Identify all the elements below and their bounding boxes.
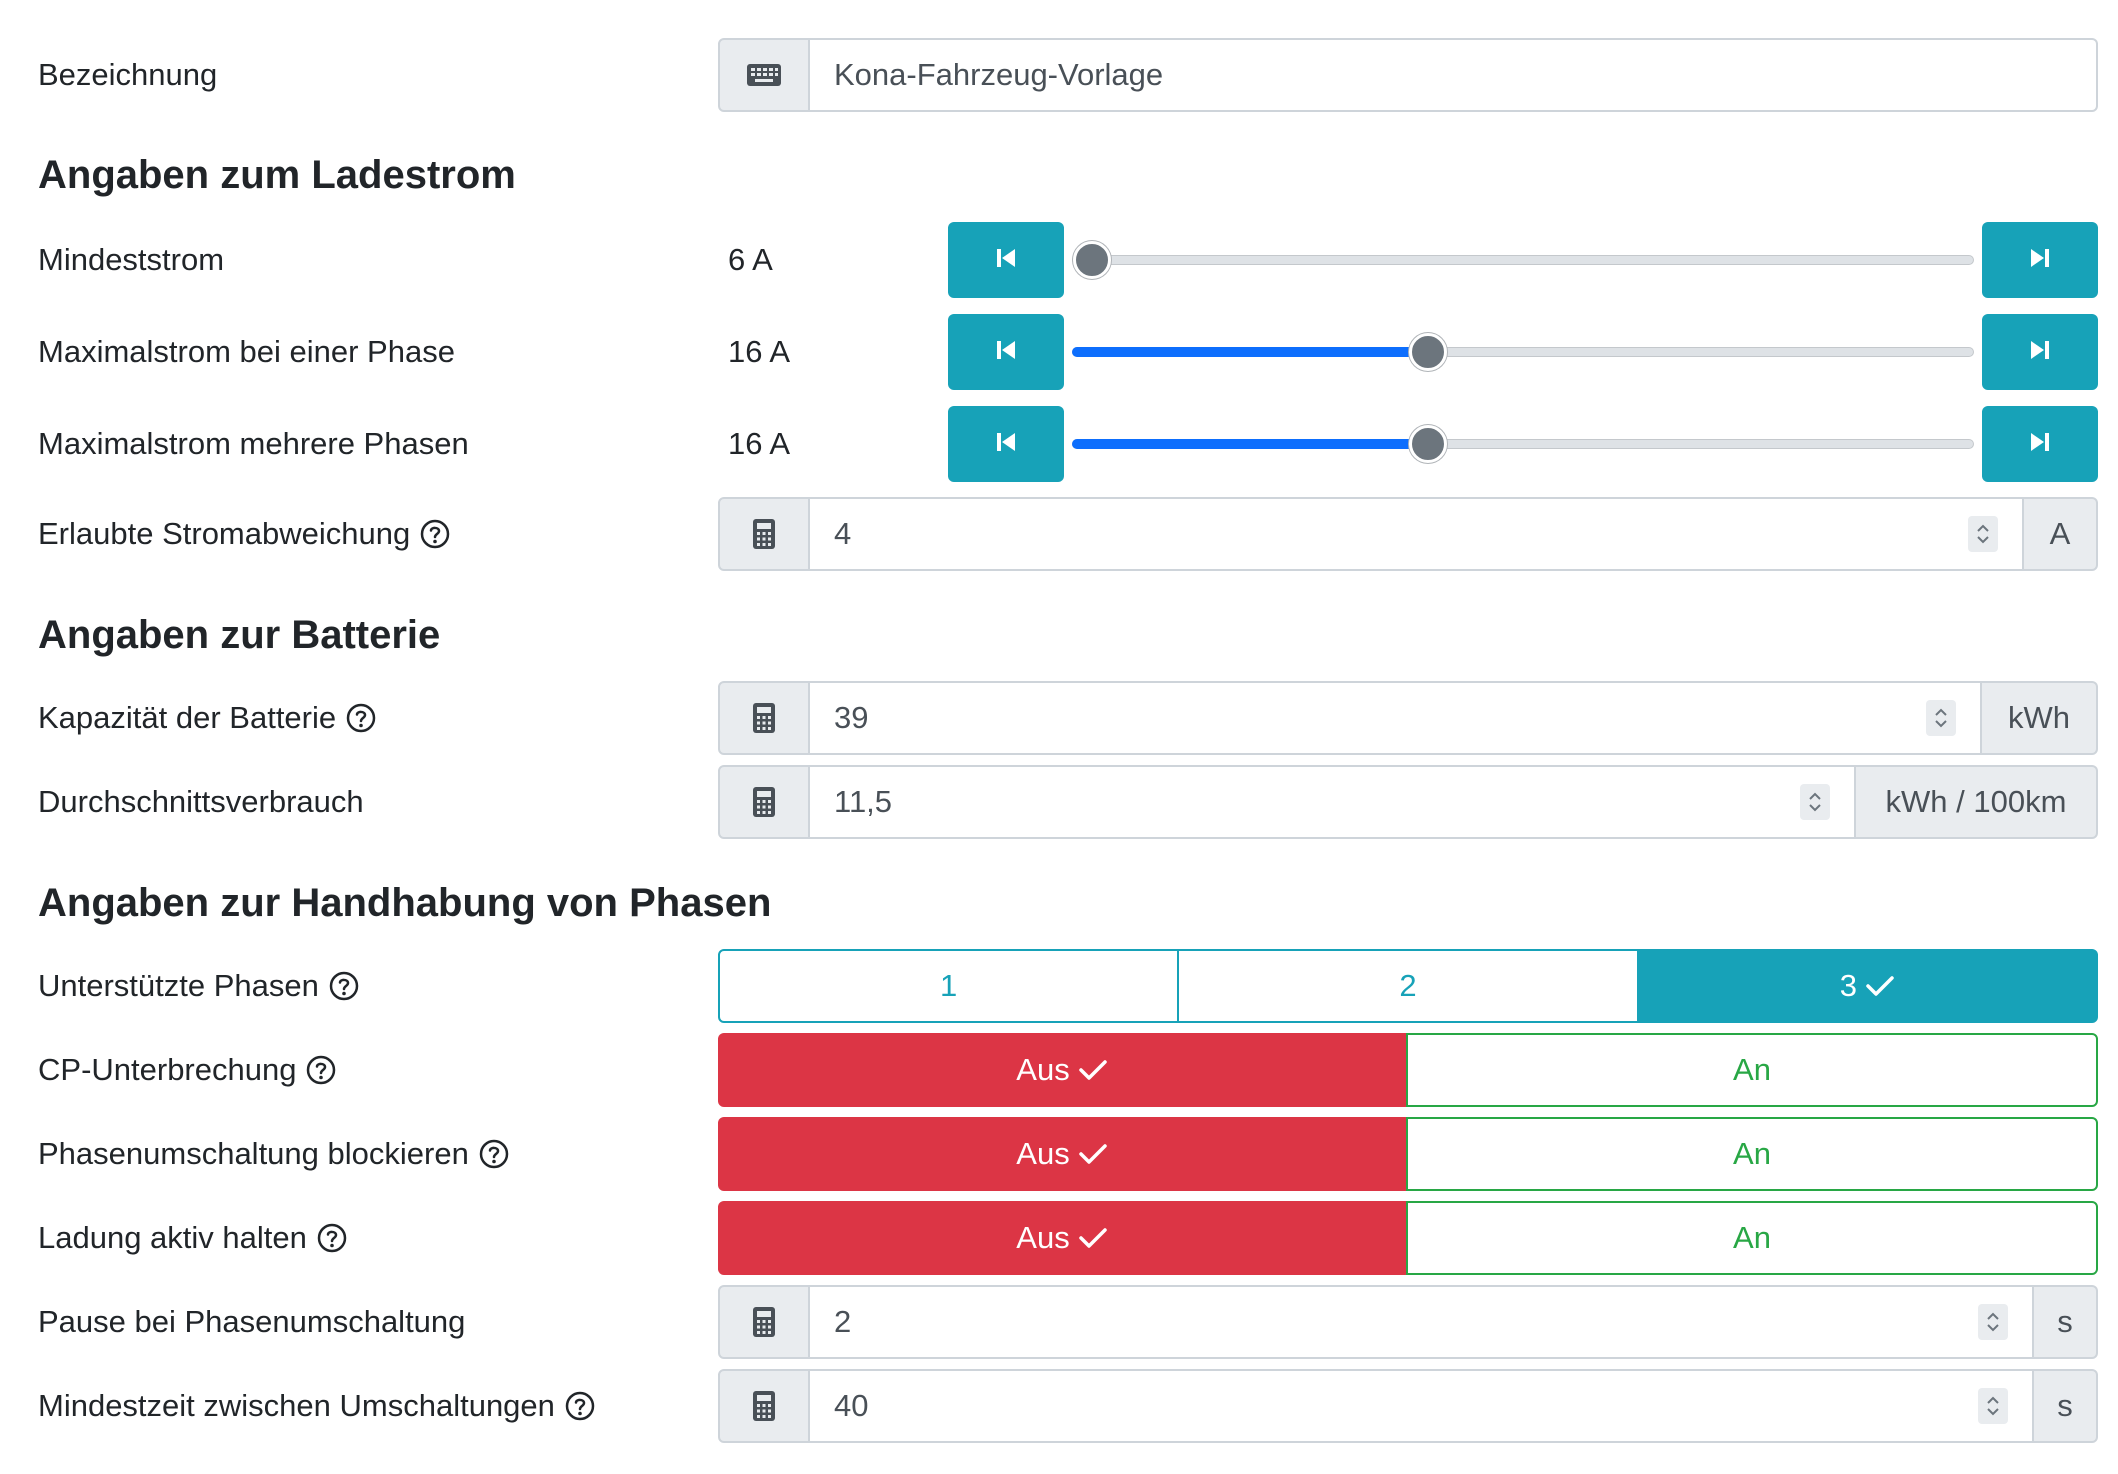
slider-increase-button[interactable] xyxy=(1982,314,2098,390)
phase-option-2[interactable]: 2 xyxy=(1179,949,1639,1023)
calculator-icon xyxy=(718,497,810,571)
label-mindestzeit: Mindestzeit zwischen Umschaltungen xyxy=(38,1386,595,1426)
toggle-off-button[interactable]: Aus xyxy=(718,1117,1406,1191)
slider-value: 16 A xyxy=(728,334,791,369)
check-icon xyxy=(1078,1144,1107,1164)
pause-group: 2 s xyxy=(718,1285,2098,1359)
help-icon[interactable] xyxy=(346,703,376,733)
phase-option-1[interactable]: 1 xyxy=(718,949,1180,1023)
check-icon xyxy=(1866,976,1894,996)
bezeichnung-input[interactable]: Kona-Fahrzeug-Vorlage xyxy=(810,38,2098,112)
label-slider: Maximalstrom bei einer Phase xyxy=(38,334,455,369)
label-verbrauch: Durchschnittsverbrauch xyxy=(38,784,364,819)
skip-forward-icon xyxy=(2027,337,2053,368)
unit-addon: s xyxy=(2034,1369,2098,1443)
label-bezeichnung: Bezeichnung xyxy=(38,57,218,92)
stromabweichung-input[interactable]: 4 xyxy=(810,497,2024,571)
check-icon xyxy=(1078,1060,1107,1080)
help-icon[interactable] xyxy=(306,1055,336,1085)
verbrauch-group: 11,5 kWh / 100km xyxy=(718,765,2098,839)
toggle-on-button[interactable]: An xyxy=(1406,1033,2098,1107)
unit-addon: s xyxy=(2034,1285,2098,1359)
calculator-icon xyxy=(718,1285,810,1359)
toggle-off-button[interactable]: Aus xyxy=(718,1033,1406,1107)
toggle-switch: Aus An xyxy=(718,1201,2098,1275)
unit-addon: A xyxy=(2024,497,2098,571)
toggle-switch: Aus An xyxy=(718,1033,2098,1107)
slider-track[interactable] xyxy=(1072,255,1974,265)
help-icon[interactable] xyxy=(329,971,359,1001)
skip-back-icon xyxy=(993,429,1019,460)
bezeichnung-group: Kona-Fahrzeug-Vorlage xyxy=(718,38,2098,112)
unit-addon: kWh xyxy=(1982,681,2098,755)
spinner-icon[interactable] xyxy=(1978,1388,2008,1424)
label-toggle: Ladung aktiv halten xyxy=(38,1218,347,1258)
slider-fill xyxy=(1072,347,1424,357)
slider-decrease-button[interactable] xyxy=(948,406,1064,482)
slider-decrease-button[interactable] xyxy=(948,314,1064,390)
label-stromabweichung: Erlaubte Stromabweichung xyxy=(38,514,450,554)
label-phasen: Unterstützte Phasen xyxy=(38,966,359,1006)
pause-input[interactable]: 2 xyxy=(810,1285,2034,1359)
section-heading-batterie: Angaben zur Batterie xyxy=(38,613,441,657)
slider-thumb[interactable] xyxy=(1409,425,1447,463)
keyboard-icon xyxy=(718,38,810,112)
slider-increase-button[interactable] xyxy=(1982,222,2098,298)
calculator-icon xyxy=(718,1369,810,1443)
stromabweichung-group: 4 A xyxy=(718,497,2098,571)
calculator-icon xyxy=(718,765,810,839)
section-heading-phasen: Angaben zur Handhabung von Phasen xyxy=(38,881,772,925)
slider-increase-button[interactable] xyxy=(1982,406,2098,482)
slider-thumb[interactable] xyxy=(1409,333,1447,371)
mindestzeit-input[interactable]: 40 xyxy=(810,1369,2034,1443)
label-toggle: CP-Unterbrechung xyxy=(38,1050,336,1090)
phase-option-3[interactable]: 3 xyxy=(1638,949,2098,1023)
help-icon[interactable] xyxy=(317,1223,347,1253)
help-icon[interactable] xyxy=(565,1391,595,1421)
label-slider: Maximalstrom mehrere Phasen xyxy=(38,426,469,461)
spinner-icon[interactable] xyxy=(1978,1304,2008,1340)
skip-forward-icon xyxy=(2027,245,2053,276)
toggle-switch: Aus An xyxy=(718,1117,2098,1191)
kapazitaet-group: 39 kWh xyxy=(718,681,2098,755)
check-icon xyxy=(1078,1228,1107,1248)
label-toggle: Phasenumschaltung blockieren xyxy=(38,1134,509,1174)
label-kapazitaet: Kapazität der Batterie xyxy=(38,698,376,738)
slider-thumb[interactable] xyxy=(1073,241,1111,279)
slider-value: 6 A xyxy=(728,242,773,277)
toggle-on-button[interactable]: An xyxy=(1406,1117,2098,1191)
skip-back-icon xyxy=(993,245,1019,276)
toggle-off-button[interactable]: Aus xyxy=(718,1201,1406,1275)
calculator-icon xyxy=(718,681,810,755)
mindestzeit-group: 40 s xyxy=(718,1369,2098,1443)
label-pause: Pause bei Phasenumschaltung xyxy=(38,1304,466,1339)
section-heading-ladestrom: Angaben zum Ladestrom xyxy=(38,153,516,197)
help-icon[interactable] xyxy=(479,1139,509,1169)
unit-addon: kWh / 100km xyxy=(1856,765,2098,839)
kapazitaet-input[interactable]: 39 xyxy=(810,681,1982,755)
slider-decrease-button[interactable] xyxy=(948,222,1064,298)
help-icon[interactable] xyxy=(420,519,450,549)
toggle-on-button[interactable]: An xyxy=(1406,1201,2098,1275)
phase-selector: 1 2 3 xyxy=(718,949,2098,1023)
spinner-icon[interactable] xyxy=(1968,516,1998,552)
spinner-icon[interactable] xyxy=(1800,784,1830,820)
skip-forward-icon xyxy=(2027,429,2053,460)
slider-fill xyxy=(1072,439,1424,449)
label-slider: Mindeststrom xyxy=(38,242,225,277)
skip-back-icon xyxy=(993,337,1019,368)
slider-value: 16 A xyxy=(728,426,791,461)
verbrauch-input[interactable]: 11,5 xyxy=(810,765,1856,839)
spinner-icon[interactable] xyxy=(1926,700,1956,736)
